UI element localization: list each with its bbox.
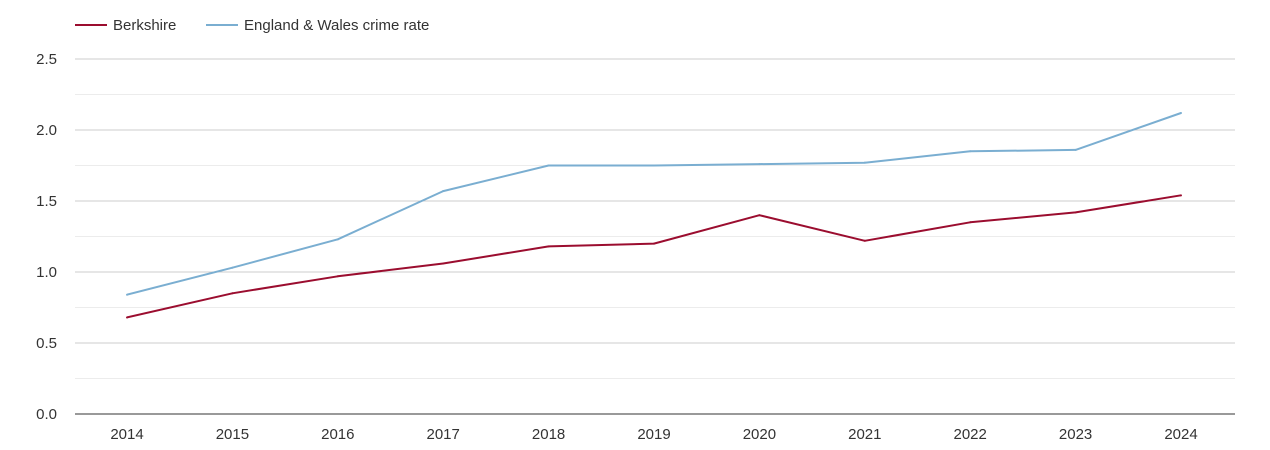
legend-label-berkshire: Berkshire: [113, 17, 176, 34]
y-axis-ticks: 0.0 0.5 1.0 1.5 2.0 2.5: [36, 51, 57, 423]
data-point-berkshire: [231, 292, 234, 295]
series-line-berkshire: [126, 194, 1182, 319]
legend-label-england-wales: England & Wales crime rate: [244, 17, 429, 34]
data-point-berkshire: [653, 242, 655, 245]
data-point-england-wales-crime-rate: [758, 163, 761, 166]
x-tick-label: 2015: [216, 426, 249, 443]
data-point-england-wales-crime-rate: [1074, 148, 1077, 151]
data-point-berkshire: [126, 316, 128, 319]
data-point-berkshire: [863, 239, 866, 242]
series-lines: [126, 111, 1182, 319]
data-point-england-wales-crime-rate: [653, 164, 655, 167]
data-point-england-wales-crime-rate: [863, 161, 866, 164]
y-tick-label: 2.0: [36, 122, 57, 139]
x-tick-label: 2021: [848, 426, 881, 443]
data-point-england-wales-crime-rate: [231, 266, 234, 269]
y-tick-label: 0.0: [36, 406, 57, 423]
data-point-england-wales-crime-rate: [969, 150, 972, 153]
x-tick-label: 2014: [110, 426, 143, 443]
x-tick-label: 2017: [427, 426, 460, 443]
x-tick-label: 2019: [637, 426, 670, 443]
y-tick-label: 2.5: [36, 51, 57, 68]
x-tick-label: 2020: [743, 426, 776, 443]
y-tick-label: 0.5: [36, 335, 57, 352]
y-tick-label: 1.5: [36, 193, 57, 210]
x-tick-label: 2023: [1059, 426, 1092, 443]
data-point-berkshire: [758, 214, 761, 217]
gridlines: [75, 58, 1235, 379]
x-tick-label: 2022: [954, 426, 987, 443]
data-point-england-wales-crime-rate: [126, 293, 128, 296]
data-point-berkshire: [547, 245, 550, 248]
data-point-berkshire: [969, 221, 972, 224]
x-tick-label: 2018: [532, 426, 565, 443]
x-axis-ticks: 2014 2015 2016 2017 2018 2019 2020 2021 2022 2023…: [110, 426, 1197, 443]
data-point-england-wales-crime-rate: [1180, 111, 1182, 114]
data-point-england-wales-crime-rate: [547, 164, 550, 167]
y-tick-label: 1.0: [36, 264, 57, 281]
data-point-berkshire: [442, 262, 445, 265]
series-line-england-wales-crime-rate: [126, 112, 1182, 296]
data-point-england-wales-crime-rate: [336, 238, 339, 241]
data-point-berkshire: [336, 275, 339, 278]
data-point-berkshire: [1180, 194, 1182, 197]
legend: Berkshire England & Wales crime rate: [75, 17, 429, 34]
data-point-berkshire: [1074, 211, 1077, 214]
data-point-england-wales-crime-rate: [442, 190, 445, 193]
x-tick-label: 2016: [321, 426, 354, 443]
x-tick-label: 2024: [1164, 426, 1197, 443]
